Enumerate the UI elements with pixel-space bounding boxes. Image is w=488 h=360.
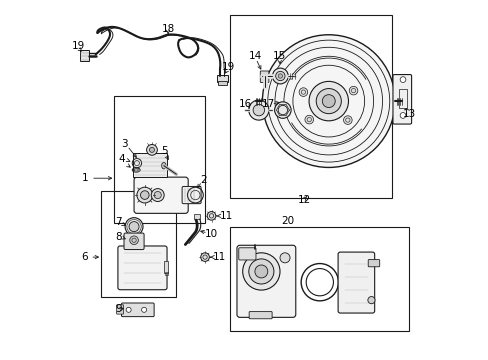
Circle shape <box>137 187 152 203</box>
Bar <box>80 50 88 61</box>
FancyBboxPatch shape <box>125 239 138 249</box>
Circle shape <box>125 218 142 235</box>
Circle shape <box>129 222 139 231</box>
Text: 12: 12 <box>298 195 311 205</box>
Circle shape <box>308 81 348 121</box>
FancyBboxPatch shape <box>124 233 144 249</box>
FancyBboxPatch shape <box>182 186 201 204</box>
Circle shape <box>253 104 264 116</box>
Circle shape <box>299 88 307 96</box>
Circle shape <box>254 265 267 278</box>
Circle shape <box>149 147 154 152</box>
Text: 18: 18 <box>161 24 174 34</box>
Circle shape <box>146 144 157 155</box>
Bar <box>113 96 204 223</box>
Text: 13: 13 <box>402 109 415 119</box>
Circle shape <box>274 102 290 118</box>
Text: 11: 11 <box>213 252 226 262</box>
Circle shape <box>242 253 280 290</box>
Text: 16: 16 <box>238 99 251 109</box>
Circle shape <box>126 307 131 312</box>
Text: 2: 2 <box>200 175 206 185</box>
Bar <box>398 89 407 108</box>
FancyBboxPatch shape <box>116 305 123 314</box>
Circle shape <box>154 192 161 199</box>
Text: 9: 9 <box>115 304 122 314</box>
Circle shape <box>305 115 313 124</box>
Circle shape <box>343 116 351 125</box>
Text: 19: 19 <box>71 41 84 51</box>
FancyBboxPatch shape <box>367 260 379 267</box>
Bar <box>164 272 168 275</box>
Circle shape <box>280 253 289 263</box>
FancyBboxPatch shape <box>121 303 154 317</box>
Circle shape <box>142 307 146 312</box>
Text: 17: 17 <box>261 99 274 109</box>
Circle shape <box>248 259 273 284</box>
Text: 4: 4 <box>118 154 125 164</box>
Circle shape <box>399 77 405 82</box>
Text: 15: 15 <box>272 51 285 61</box>
Text: 7: 7 <box>115 217 122 227</box>
Bar <box>163 261 168 273</box>
Text: 11: 11 <box>219 211 232 221</box>
Text: 5: 5 <box>161 146 168 156</box>
Text: 19: 19 <box>221 62 235 72</box>
Bar <box>194 215 200 220</box>
Circle shape <box>275 71 285 81</box>
Ellipse shape <box>162 162 165 169</box>
Bar <box>230 15 391 198</box>
FancyBboxPatch shape <box>118 246 167 290</box>
Bar <box>216 75 227 82</box>
Text: 20: 20 <box>281 216 293 226</box>
Text: 6: 6 <box>81 252 88 262</box>
FancyBboxPatch shape <box>238 248 255 260</box>
FancyBboxPatch shape <box>133 153 167 177</box>
Circle shape <box>207 212 215 220</box>
Circle shape <box>316 89 341 114</box>
Circle shape <box>151 189 164 202</box>
Circle shape <box>129 236 138 244</box>
Text: 14: 14 <box>248 51 262 61</box>
Bar <box>218 81 226 85</box>
Circle shape <box>322 95 335 108</box>
Text: 10: 10 <box>204 229 218 239</box>
FancyBboxPatch shape <box>260 71 268 82</box>
Circle shape <box>399 113 405 118</box>
FancyBboxPatch shape <box>134 177 188 213</box>
Circle shape <box>272 68 287 84</box>
Text: 8: 8 <box>115 232 122 242</box>
Bar <box>101 191 176 297</box>
Circle shape <box>201 253 209 261</box>
Circle shape <box>348 86 357 95</box>
FancyBboxPatch shape <box>237 245 295 318</box>
Circle shape <box>367 297 374 304</box>
FancyBboxPatch shape <box>337 252 374 313</box>
FancyBboxPatch shape <box>392 75 411 124</box>
FancyBboxPatch shape <box>249 312 271 319</box>
Circle shape <box>278 74 282 78</box>
Circle shape <box>262 35 394 167</box>
Circle shape <box>248 100 268 120</box>
Circle shape <box>140 191 149 199</box>
Bar <box>230 226 408 330</box>
Text: 3: 3 <box>121 139 127 149</box>
Text: 1: 1 <box>81 173 88 183</box>
